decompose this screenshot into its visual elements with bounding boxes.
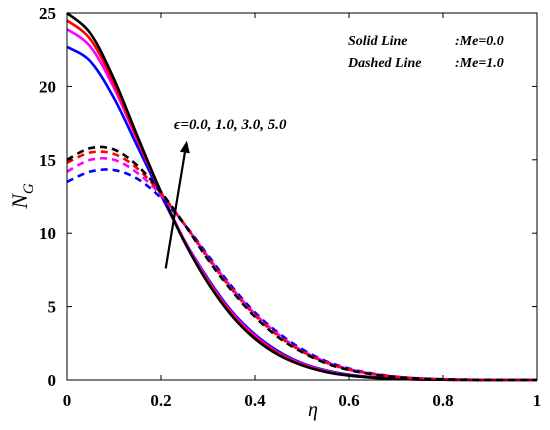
epsilon-annotation: ϵ=0.0, 1.0, 3.0, 5.0 — [174, 117, 287, 133]
y-tick-label: 25 — [39, 4, 56, 23]
tick-group — [66, 12, 538, 381]
y-tick-label: 15 — [39, 151, 56, 170]
y-axis-label: NG — [7, 183, 37, 210]
y-tick-label: 20 — [39, 77, 56, 96]
solid-series-line-4 — [66, 45, 537, 382]
series-group — [66, 11, 538, 382]
arrow-head — [179, 140, 190, 154]
y-axis-label-subscript: G — [21, 183, 37, 194]
legend: Solid Line :Me=0.0 Dashed Line :Me=1.0 — [347, 34, 504, 71]
dashed-series-line-4 — [66, 168, 538, 382]
solid-series-line-2 — [66, 19, 537, 382]
x-tick-label: 1 — [533, 391, 542, 410]
y-tick-label: 10 — [39, 224, 56, 243]
y-tick-label: 5 — [48, 298, 57, 317]
x-axis-label: η — [308, 399, 318, 421]
plot-frame — [66, 12, 538, 381]
y-tick-label: 0 — [48, 371, 57, 390]
legend-dashed-value: :Me=1.0 — [455, 56, 504, 71]
x-tick-label: 0 — [63, 391, 72, 410]
dashed-series-line-3 — [66, 156, 538, 382]
x-tick-label: 0.6 — [338, 391, 359, 410]
trend-arrow — [164, 140, 190, 269]
x-tick-label: 0.8 — [432, 391, 453, 410]
dashed-series-line-1 — [66, 145, 538, 382]
legend-dashed-label: Dashed Line — [347, 56, 422, 71]
legend-solid-label: Solid Line — [348, 34, 408, 49]
dashed-series-line-2 — [66, 150, 538, 382]
legend-solid-value: :Me=0.0 — [455, 34, 504, 49]
solid-series-line-3 — [66, 28, 537, 382]
x-tick-label: 0.4 — [244, 391, 266, 410]
x-tick-label: 0.2 — [150, 391, 171, 410]
arrow-shaft — [164, 152, 186, 269]
y-axis-label-main: N — [7, 193, 32, 210]
